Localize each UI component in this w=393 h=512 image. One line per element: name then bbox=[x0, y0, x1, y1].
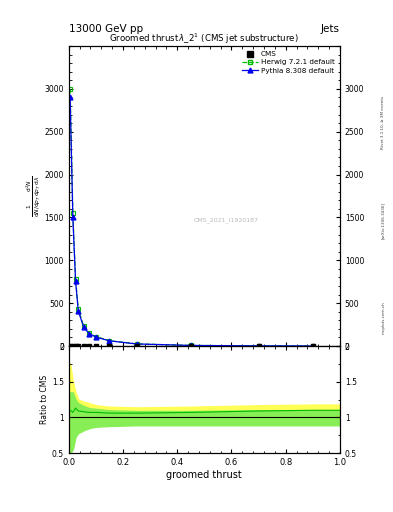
Text: [arXiv:1306.3436]: [arXiv:1306.3436] bbox=[381, 202, 385, 239]
X-axis label: groomed thrust: groomed thrust bbox=[167, 470, 242, 480]
Text: Jets: Jets bbox=[321, 24, 340, 34]
Y-axis label: $\frac{1}{\mathrm{d}N/\mathrm{d}p_T}\frac{\mathrm{d}^2N}{\mathrm{d}p_T\,\mathrm{: $\frac{1}{\mathrm{d}N/\mathrm{d}p_T}\fra… bbox=[25, 175, 43, 217]
Text: 13000 GeV pp: 13000 GeV pp bbox=[69, 24, 143, 34]
Text: CMS_2021_I1920187: CMS_2021_I1920187 bbox=[194, 217, 259, 223]
Y-axis label: Ratio to CMS: Ratio to CMS bbox=[40, 375, 49, 424]
Text: mcplots.cern.ch: mcplots.cern.ch bbox=[381, 301, 385, 334]
Title: Groomed thrust$\,\lambda\_2^1$ (CMS jet substructure): Groomed thrust$\,\lambda\_2^1$ (CMS jet … bbox=[109, 32, 299, 46]
Text: Rivet 3.1.10, ≥ 3M events: Rivet 3.1.10, ≥ 3M events bbox=[381, 96, 385, 150]
Legend: CMS, Herwig 7.2.1 default, Pythia 8.308 default: CMS, Herwig 7.2.1 default, Pythia 8.308 … bbox=[239, 48, 338, 76]
